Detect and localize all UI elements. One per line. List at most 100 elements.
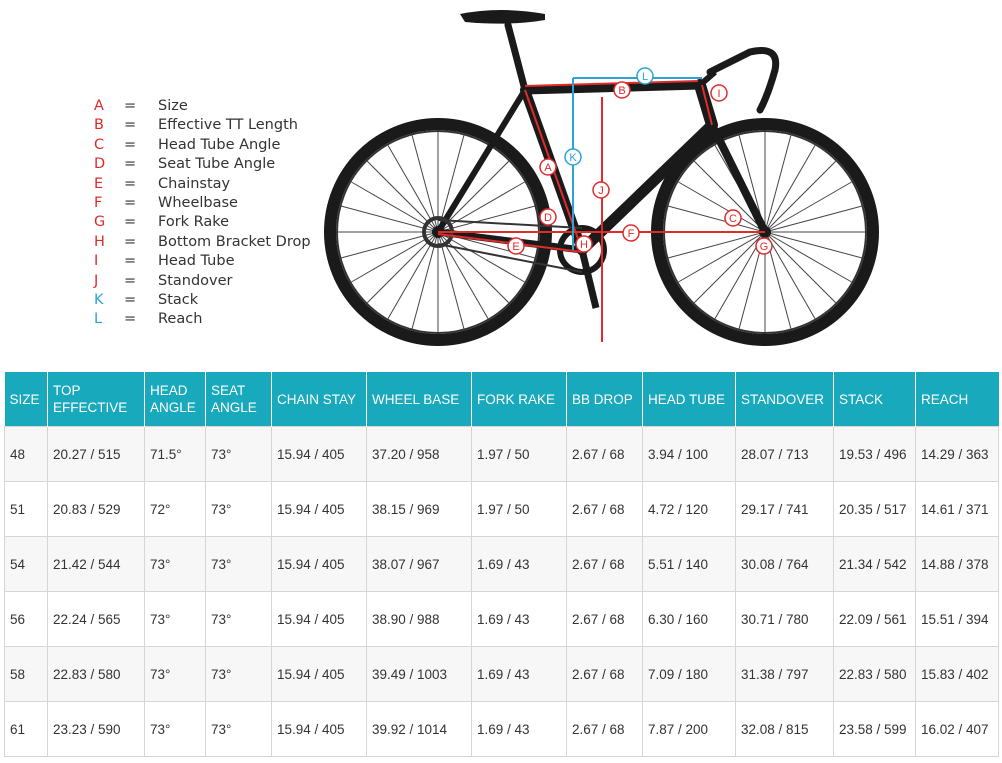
geometry-table: SIZE TOP EFFECTIVE HEAD ANGLE SEAT ANGLE CHA… (4, 372, 999, 757)
table-cell: 1.69 / 43 (471, 536, 567, 592)
table-cell: 15.94 / 405 (271, 591, 367, 647)
legend-label: Chainstay (158, 175, 231, 192)
down-tube (576, 119, 718, 256)
table-cell: 30.08 / 764 (735, 536, 834, 592)
table-cell: 21.34 / 542 (833, 536, 916, 592)
table-cell: 1.69 / 43 (471, 701, 567, 757)
legend-equals: = (124, 98, 137, 114)
table-cell: 14.88 / 378 (915, 536, 999, 592)
rear-spoke (437, 181, 525, 233)
legend-letter: C (94, 136, 105, 153)
table-cell: 7.87 / 200 (642, 701, 736, 757)
table-cell: 2.67 / 68 (566, 536, 643, 592)
table-cell: 38.90 / 988 (366, 591, 472, 647)
handlebar (706, 47, 780, 114)
marker-i-label: I (717, 88, 720, 100)
legend-label: Effective TT Length (158, 117, 298, 134)
legend-letter: A (94, 98, 104, 114)
front-spoke (764, 231, 816, 319)
column-header: TOP EFFECTIVE (47, 372, 145, 427)
table-cell: 54 (4, 536, 48, 592)
marker-b-label: B (618, 85, 625, 97)
legend-label: Wheelbase (158, 194, 238, 211)
table-cell: 39.49 / 1003 (366, 646, 472, 702)
column-header: HEAD TUBE (642, 372, 736, 427)
rear-spoke (351, 231, 439, 283)
legend-label: Stack (158, 291, 199, 308)
marker-c (724, 209, 742, 227)
marker-f (622, 224, 640, 242)
table-cell: 58 (4, 646, 48, 702)
marker-a (539, 158, 557, 176)
marker-d-label: D (544, 212, 552, 224)
legend-equals: = (124, 194, 137, 211)
legend-label: Size (158, 98, 188, 114)
chain (437, 243, 583, 273)
table-row: 56 22.24 / 565 73° 73° 15.94 / 405 38.90 / 98… (4, 591, 999, 647)
table-cell: 73° (205, 701, 272, 757)
table-cell: 19.53 / 496 (833, 426, 916, 482)
marker-b (613, 81, 631, 99)
front-spoke (678, 231, 766, 283)
front-spoke (693, 231, 766, 304)
legend-equals: = (124, 214, 137, 231)
table-row: 61 23.23 / 590 73° 73° 15.94 / 405 39.92 / 10… (4, 701, 999, 757)
marker-d (539, 208, 557, 226)
rear-spoke (366, 160, 439, 233)
table-cell: 22.83 / 580 (833, 646, 916, 702)
marker-l-label: L (642, 71, 648, 83)
marker-j (592, 181, 610, 199)
marker-h (575, 235, 593, 253)
table-cell: 15.51 / 394 (915, 591, 999, 647)
chain (437, 219, 583, 229)
table-cell: 2.67 / 68 (566, 426, 643, 482)
rear-spoke (341, 205, 439, 233)
table-cell: 15.94 / 405 (271, 426, 367, 482)
column-header: SIZE (4, 372, 48, 427)
rear-spoke (437, 231, 465, 329)
marker-e (507, 237, 525, 255)
legend-label: Standover (158, 272, 233, 289)
table-cell: 16.02 / 407 (915, 701, 999, 757)
legend-label: Fork Rake (158, 214, 230, 231)
column-header: BB DROP (566, 372, 643, 427)
legend-equals: = (124, 136, 137, 153)
legend-letter: L (94, 311, 103, 328)
rear-spoke (437, 135, 465, 233)
front-spoke (764, 181, 852, 233)
table-cell: 37.20 / 958 (366, 426, 472, 482)
measure-line (524, 80, 699, 87)
legend-equals: = (124, 272, 137, 289)
table-cell: 15.83 / 402 (915, 646, 999, 702)
table-cell: 2.67 / 68 (566, 646, 643, 702)
table-cell: 20.83 / 529 (47, 481, 145, 537)
rear-spoke (351, 181, 439, 233)
table-cell: 73° (144, 591, 206, 647)
table-cell: 4.72 / 120 (642, 481, 736, 537)
legend-equals: = (124, 253, 137, 270)
table-cell: 15.94 / 405 (271, 536, 367, 592)
table-cell: 20.27 / 515 (47, 426, 145, 482)
front-spoke (678, 181, 766, 233)
table-cell: 7.09 / 180 (642, 646, 736, 702)
front-spoke (764, 231, 862, 259)
top-tube (520, 80, 705, 95)
table-cell: 22.83 / 580 (47, 646, 145, 702)
table-cell: 29.17 / 741 (735, 481, 834, 537)
table-cell: 1.97 / 50 (471, 481, 567, 537)
marker-a-label: A (544, 162, 552, 174)
table-row: 51 20.83 / 529 72° 73° 15.94 / 405 38.15 / 96… (4, 481, 999, 537)
table-row: 48 20.27 / 515 71.5° 73° 15.94 / 405 37.20 / … (4, 426, 999, 482)
marker-h-label: H (580, 239, 588, 251)
legend-equals: = (124, 233, 137, 250)
table-cell: 38.07 / 967 (366, 536, 472, 592)
table-cell: 3.94 / 100 (642, 426, 736, 482)
legend-label: Head Tube Angle (158, 136, 281, 153)
table-cell: 5.51 / 140 (642, 536, 736, 592)
rear-spoke (387, 145, 439, 233)
column-header: FORK RAKE (471, 372, 567, 427)
rear-spoke (341, 231, 439, 259)
measure-line (701, 84, 713, 126)
table-cell: 73° (205, 536, 272, 592)
column-header: REACH (915, 372, 999, 427)
